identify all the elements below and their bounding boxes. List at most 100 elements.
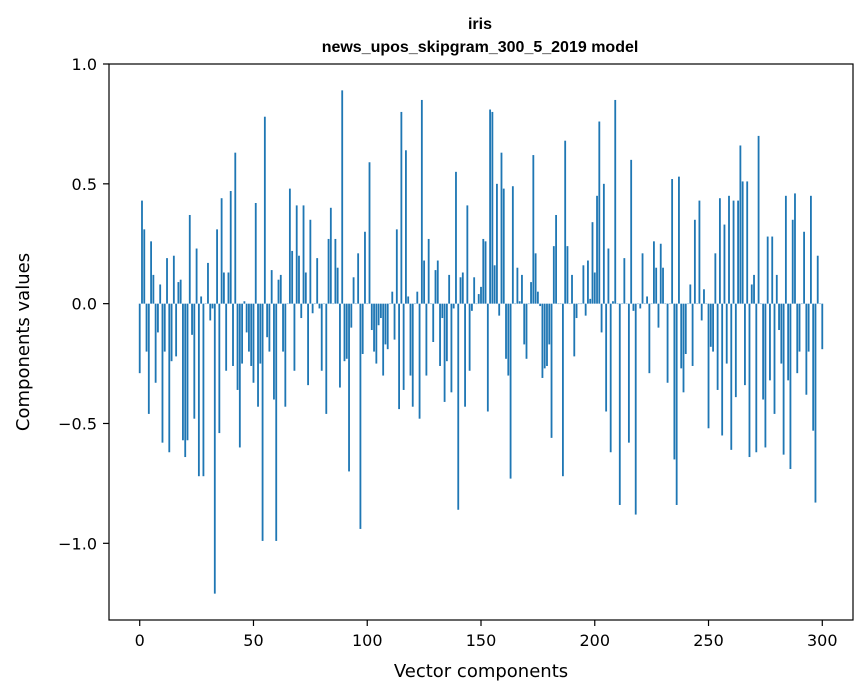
bar: [693, 219, 696, 304]
bar: [163, 303, 166, 352]
bar: [166, 258, 168, 304]
bar: [232, 303, 234, 366]
x-tick-label: 150: [466, 631, 497, 650]
bar: [584, 303, 587, 316]
bar: [186, 303, 189, 441]
bar: [177, 282, 180, 304]
bar: [573, 303, 576, 357]
bar: [373, 303, 375, 352]
bar: [273, 303, 275, 400]
bar: [541, 303, 544, 378]
bar: [666, 303, 669, 383]
bar: [803, 231, 805, 304]
bar: [662, 267, 664, 304]
bar: [725, 303, 728, 364]
bar: [241, 303, 244, 364]
x-tick-label: 50: [243, 631, 263, 650]
bar: [311, 303, 314, 314]
bar: [728, 195, 730, 304]
bar: [443, 303, 446, 402]
bar: [238, 303, 241, 448]
bar: [618, 303, 621, 505]
y-axis-ticks: 1.0 0.5 0.0 −0.5 −1.0: [58, 55, 109, 553]
bar: [498, 303, 501, 316]
bar: [352, 277, 355, 304]
bar: [441, 303, 444, 319]
bar: [639, 303, 642, 309]
bar: [648, 303, 651, 374]
bar: [425, 303, 428, 376]
bar: [179, 279, 182, 304]
bar: [591, 222, 594, 304]
bar: [682, 303, 685, 393]
bar: [423, 260, 426, 304]
bar: [291, 250, 294, 304]
bar: [746, 181, 749, 304]
bar: [718, 198, 721, 304]
bar: [723, 224, 726, 304]
bar: [773, 303, 776, 414]
bar: [304, 272, 307, 304]
bar: [552, 246, 555, 304]
bar: [334, 238, 337, 304]
bar: [798, 303, 801, 352]
bar: [496, 183, 498, 304]
bar: [229, 191, 232, 304]
bar: [211, 303, 214, 309]
bar: [614, 99, 617, 304]
bar: [700, 303, 703, 321]
bar: [816, 255, 819, 304]
bar: [420, 99, 423, 304]
bar: [482, 238, 485, 304]
bar: [339, 303, 341, 388]
bar: [257, 303, 259, 407]
bar: [375, 303, 378, 364]
bar: [207, 262, 209, 304]
bar: [534, 253, 537, 304]
bar: [452, 303, 455, 309]
bar: [477, 294, 480, 304]
bar: [436, 260, 439, 304]
bar: [157, 303, 159, 333]
bar: [197, 303, 200, 477]
bar: [225, 303, 228, 371]
bar: [609, 303, 612, 453]
bar: [703, 289, 705, 304]
bar: [236, 303, 239, 390]
bar: [445, 303, 448, 362]
bar: [261, 303, 264, 541]
bar: [678, 176, 680, 304]
bar: [530, 282, 532, 304]
bar: [753, 274, 755, 304]
chart-title: iris: [468, 16, 492, 33]
bar: [627, 303, 630, 443]
bar: [612, 301, 614, 304]
bar: [457, 303, 460, 510]
bar: [470, 303, 473, 311]
bar: [523, 303, 526, 345]
bar: [509, 303, 512, 479]
bar: [307, 303, 309, 386]
bar: [489, 109, 492, 304]
bar: [152, 274, 155, 304]
bar: [341, 90, 344, 304]
bar: [673, 303, 676, 460]
bar: [195, 248, 198, 304]
bar: [543, 303, 546, 369]
bar: [161, 303, 164, 443]
bar: [780, 303, 783, 364]
bar: [630, 159, 633, 304]
bar: [359, 303, 362, 529]
bar: [202, 303, 205, 477]
bar: [243, 301, 246, 304]
bar: [277, 279, 280, 304]
bar: [298, 255, 300, 304]
bar: [762, 303, 765, 400]
bar: [370, 303, 373, 331]
bar: [602, 183, 605, 304]
bar: [775, 274, 778, 304]
bar: [671, 179, 674, 304]
bar: [755, 303, 758, 453]
bar: [737, 200, 740, 304]
bar: [730, 303, 733, 450]
